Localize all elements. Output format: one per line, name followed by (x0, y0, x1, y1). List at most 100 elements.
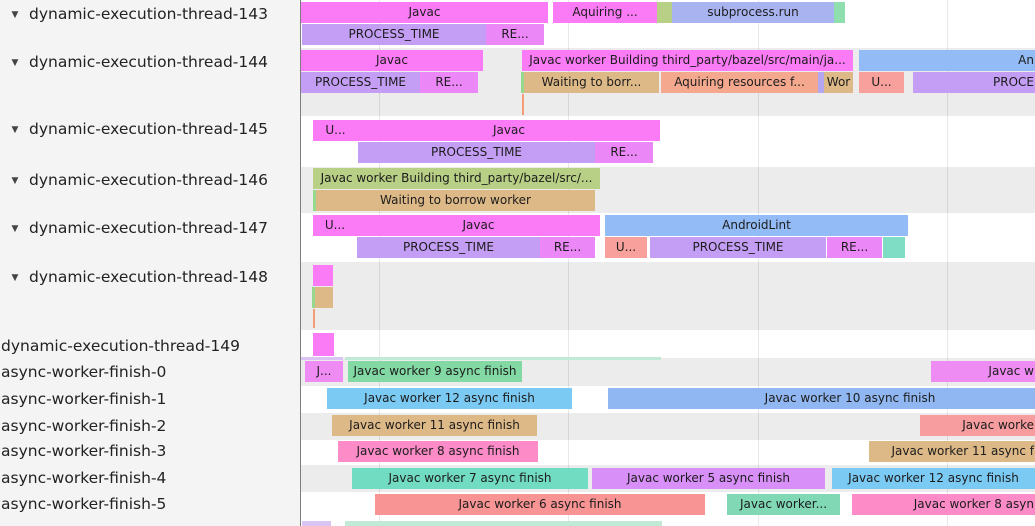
collapse-triangle-icon[interactable]: ▼ (11, 125, 19, 135)
track-label-dynamic-execution-thread-145[interactable]: ▼ dynamic-execution-thread-145 (0, 120, 268, 139)
track-label-dynamic-execution-thread-149[interactable]: dynamic-execution-thread-149 (0, 337, 240, 356)
trace-slice[interactable]: RE... (827, 237, 882, 258)
trace-slice[interactable]: Javac worker 9 async finish (348, 361, 522, 382)
collapse-triangle-icon[interactable]: ▼ (11, 10, 19, 20)
track-name-text: async-worker-finish-2 (1, 417, 167, 435)
track-name-text: dynamic-execution-thread-148 (29, 268, 268, 286)
track-name-text: dynamic-execution-thread-146 (29, 171, 268, 189)
trace-slice[interactable] (315, 287, 333, 308)
track-name-text: async-worker-finish-0 (1, 363, 167, 381)
track-name-text: async-worker-finish-3 (1, 442, 167, 460)
trace-slice[interactable] (657, 2, 672, 23)
trace-slice[interactable] (313, 265, 333, 286)
trace-slice[interactable]: Javac worke (920, 415, 1035, 436)
trace-slice[interactable] (345, 521, 662, 526)
trace-slice[interactable] (302, 521, 331, 526)
trace-slice[interactable] (834, 2, 845, 23)
time-gridline (947, 0, 948, 526)
trace-slice[interactable]: Javac (358, 120, 660, 141)
trace-slice[interactable]: Javac worker 6 async finish (375, 494, 705, 515)
trace-slice[interactable]: RE... (540, 237, 595, 258)
trace-slice[interactable]: Waiting to borrow worker (316, 190, 595, 211)
trace-slice[interactable]: Javac (357, 215, 600, 236)
track-name-text: dynamic-execution-thread-145 (29, 120, 268, 138)
track-name-text: dynamic-execution-thread-144 (29, 53, 268, 71)
track-label-panel: ▼ dynamic-execution-thread-143 ▼ dynamic-ex… (0, 0, 301, 526)
trace-slice[interactable]: Javac worker 11 async finish (332, 415, 537, 436)
trace-slice[interactable]: Javac w (931, 361, 1035, 382)
collapse-triangle-icon[interactable]: ▼ (11, 176, 19, 186)
track-name-text: dynamic-execution-thread-149 (1, 337, 240, 355)
trace-slice[interactable]: U... (313, 120, 358, 141)
trace-slice[interactable] (883, 237, 905, 258)
trace-slice[interactable]: Javac (301, 2, 548, 23)
track-name-text: async-worker-finish-5 (1, 495, 167, 513)
trace-slice[interactable]: PROCESS_TIME (301, 72, 420, 93)
trace-slice[interactable]: U... (859, 72, 904, 93)
trace-slice[interactable] (521, 72, 524, 93)
trace-slice[interactable]: PROCESS_TIME (358, 142, 595, 163)
trace-slice[interactable]: PROCE (913, 72, 1035, 93)
trace-slice[interactable]: Waiting to borr... (524, 72, 659, 93)
trace-slice[interactable] (301, 357, 343, 360)
trace-slice[interactable]: Javac worker 12 async finish (832, 468, 1035, 489)
trace-slice[interactable] (818, 72, 824, 93)
trace-slice[interactable]: Javac worker 7 async finish (352, 468, 588, 489)
trace-slice[interactable]: U... (313, 215, 357, 236)
trace-slice[interactable]: Aquiring resources f... (661, 72, 818, 93)
trace-slice[interactable] (522, 94, 524, 115)
trace-slice[interactable]: Javac worker 8 async finish (338, 441, 538, 462)
track-background-band (301, 262, 1035, 330)
time-gridline (758, 0, 759, 526)
trace-slice[interactable]: Wor (824, 72, 853, 93)
track-label-dynamic-execution-thread-148[interactable]: ▼ dynamic-execution-thread-148 (0, 268, 268, 287)
track-name-text: dynamic-execution-thread-143 (29, 5, 268, 23)
trace-slice[interactable]: Javac (301, 50, 483, 71)
trace-slice[interactable]: Javac worker... (727, 494, 840, 515)
trace-slice[interactable] (313, 309, 315, 328)
trace-slice[interactable]: J... (305, 361, 343, 382)
track-label-async-worker-finish-3[interactable]: async-worker-finish-3 (0, 442, 166, 461)
track-label-dynamic-execution-thread-143[interactable]: ▼ dynamic-execution-thread-143 (0, 5, 268, 24)
trace-slice[interactable]: PROCESS_TIME (302, 24, 486, 45)
collapse-triangle-icon[interactable]: ▼ (11, 58, 19, 68)
trace-slice[interactable]: AndroidLint (605, 215, 908, 236)
track-label-dynamic-execution-thread-146[interactable]: ▼ dynamic-execution-thread-146 (0, 171, 268, 190)
trace-slice[interactable]: An (859, 50, 1035, 71)
trace-slice[interactable] (312, 287, 315, 308)
track-label-async-worker-finish-1[interactable]: async-worker-finish-1 (0, 390, 166, 409)
track-label-async-worker-finish-4[interactable]: async-worker-finish-4 (0, 469, 166, 488)
trace-slice[interactable]: PROCESS_TIME (357, 237, 540, 258)
track-name-text: dynamic-execution-thread-147 (29, 219, 268, 237)
trace-slice[interactable]: Javac worker Building third_party/bazel/… (313, 168, 600, 189)
time-gridline (379, 0, 380, 526)
trace-slice[interactable]: U... (605, 237, 647, 258)
trace-slice[interactable]: PROCESS_TIME (650, 237, 826, 258)
track-label-async-worker-finish-5[interactable]: async-worker-finish-5 (0, 495, 166, 514)
track-name-text: async-worker-finish-1 (1, 390, 167, 408)
collapse-triangle-icon[interactable]: ▼ (11, 224, 19, 234)
trace-slice[interactable] (345, 357, 661, 360)
time-gridline (568, 0, 569, 526)
collapse-triangle-icon[interactable]: ▼ (11, 273, 19, 283)
track-label-dynamic-execution-thread-147[interactable]: ▼ dynamic-execution-thread-147 (0, 219, 268, 238)
trace-slice[interactable]: Javac worker 8 asyn (852, 494, 1035, 515)
trace-slice[interactable]: RE... (420, 72, 478, 93)
trace-slice[interactable] (313, 333, 334, 356)
trace-slice[interactable]: RE... (595, 142, 653, 163)
trace-slice[interactable]: Javac worker 10 async finish (608, 388, 1035, 409)
trace-slice[interactable]: Javac worker Building third_party/bazel/… (522, 50, 853, 71)
trace-slice[interactable]: Javac worker 12 async finish (327, 388, 572, 409)
track-label-async-worker-finish-2[interactable]: async-worker-finish-2 (0, 417, 166, 436)
trace-slice[interactable]: Javac worker 11 async f (869, 441, 1035, 462)
trace-slice[interactable]: Aquiring ... (553, 2, 657, 23)
trace-slice[interactable]: RE... (486, 24, 544, 45)
track-label-async-worker-finish-0[interactable]: async-worker-finish-0 (0, 363, 166, 382)
track-label-dynamic-execution-thread-144[interactable]: ▼ dynamic-execution-thread-144 (0, 53, 268, 72)
track-name-text: async-worker-finish-4 (1, 469, 167, 487)
trace-slice[interactable]: subprocess.run (672, 2, 834, 23)
trace-slice[interactable] (313, 190, 316, 211)
trace-slice[interactable]: Javac worker 5 async finish (592, 468, 825, 489)
